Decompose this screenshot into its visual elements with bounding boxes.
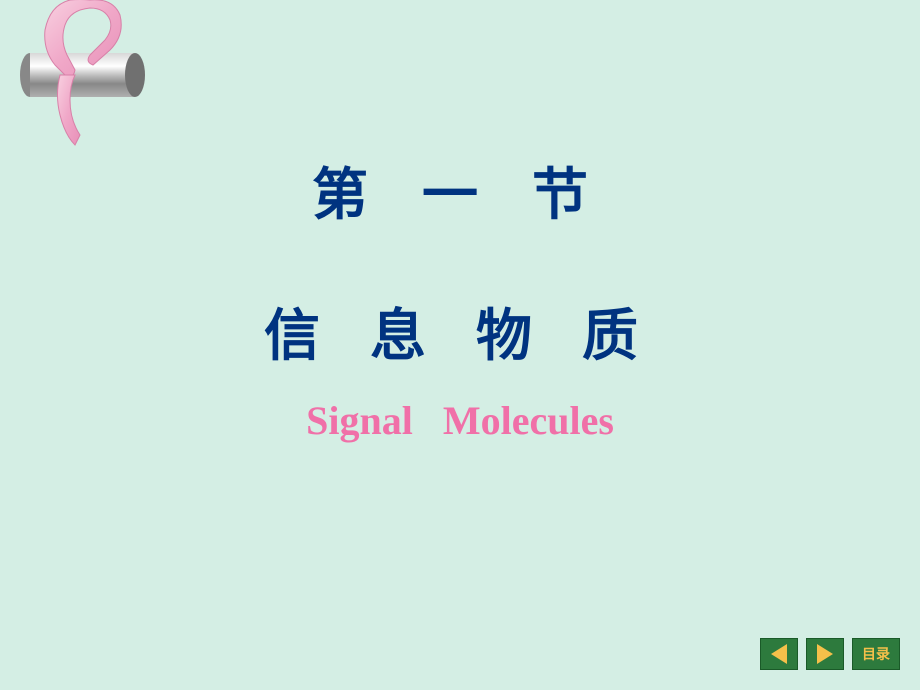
title-chinese: 信 息 物 质 — [0, 291, 920, 372]
title-english-word1: Signal — [306, 398, 413, 443]
arrow-left-icon — [771, 644, 787, 664]
navigation-bar: 目录 — [760, 638, 900, 670]
title-english-word2: Molecules — [443, 398, 614, 443]
corner-decoration — [15, 0, 145, 155]
section-number: 第 一 节 — [0, 150, 920, 231]
title-english: Signal Molecules — [0, 397, 920, 444]
slide-content: 第 一 节 信 息 物 质 Signal Molecules — [0, 150, 920, 444]
next-button[interactable] — [806, 638, 844, 670]
arrow-right-icon — [817, 644, 833, 664]
toc-button[interactable]: 目录 — [852, 638, 900, 670]
prev-button[interactable] — [760, 638, 798, 670]
